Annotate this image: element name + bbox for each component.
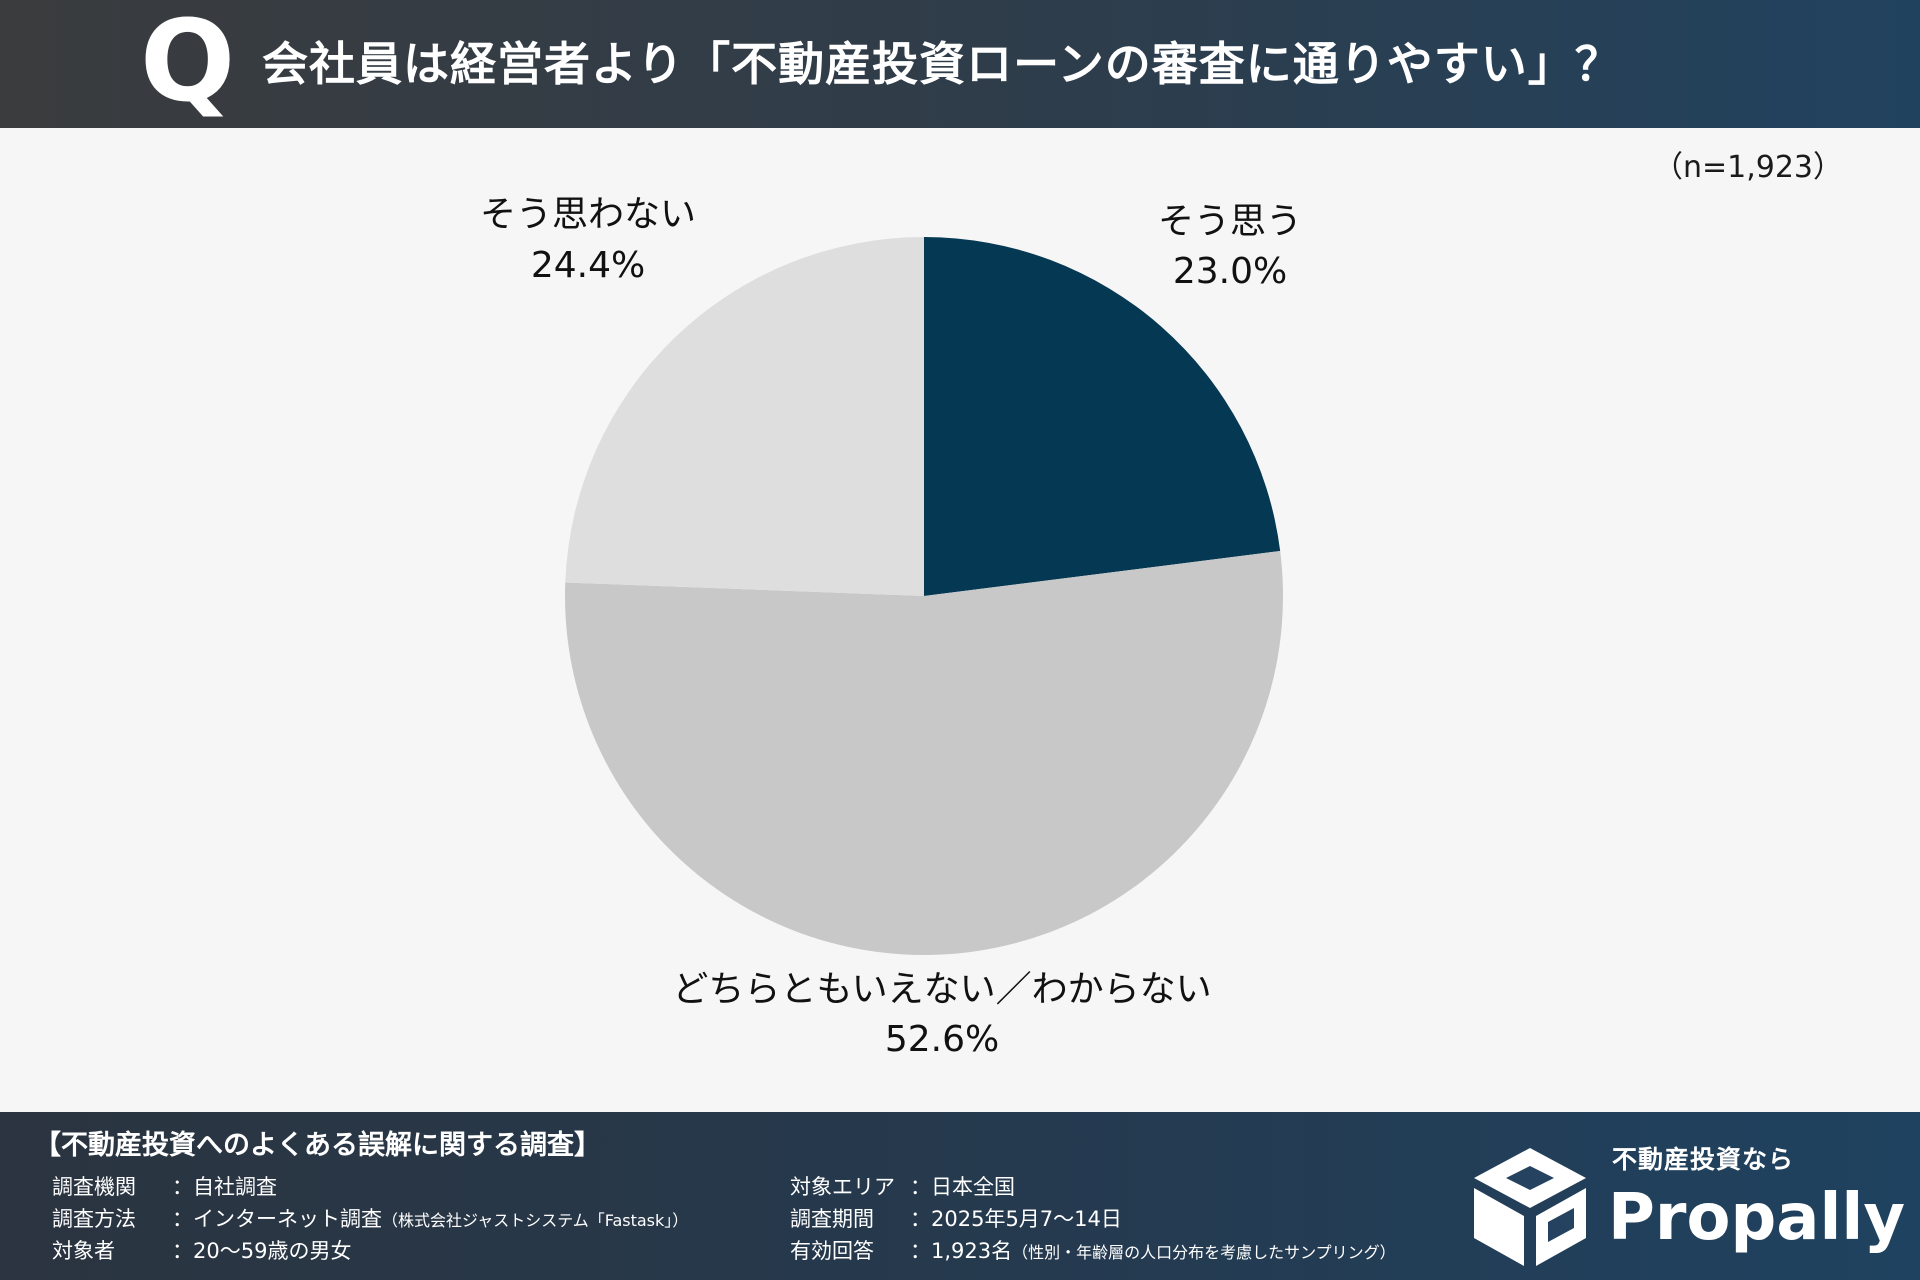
slice-value-label: 23.0% (1173, 251, 1287, 292)
logo-tagline: 不動産投資なら (1612, 1145, 1795, 1174)
footer-label: 調査期間 (790, 1207, 874, 1231)
slice-label: そう思う (1158, 201, 1302, 242)
footer-value: ：日本全国 (910, 1175, 1015, 1199)
footer-value: ：2025年5月7〜14日 (910, 1207, 1122, 1231)
footer-note: （株式会社ジャストシステム「Fastask」） (382, 1211, 689, 1230)
footer-value: ：1,923名 (910, 1239, 1013, 1263)
footer: 【不動産投資へのよくある誤解に関する調査】 調査機関 ：自社調査 調査方法 ：インタ… (0, 1112, 1920, 1280)
slice-label: どちらともいえない／わからない (672, 969, 1211, 1010)
pie-slice (564, 551, 1283, 955)
footer-label: 有効回答 (790, 1239, 874, 1263)
footer-row-period: 調査期間 ：2025年5月7〜14日 (790, 1204, 1122, 1236)
pie-chart: そう思う 23.0% どちらともいえない／わからない 52.6% そう思わない 24.4% (480, 194, 1302, 1060)
footer-row-responses: 有効回答 ：1,923名（性別・年齢層の人口分布を考慮したサンプリング） (790, 1236, 1396, 1268)
slice-label: そう思わない (480, 194, 696, 235)
footer-label: 対象エリア (790, 1175, 895, 1199)
footer-label: 調査機関 (52, 1175, 136, 1199)
header-bar: Q 会社員は経営者より「不動産投資ローンの審査に通りやすい」？ (0, 0, 1920, 128)
slice-value-label: 24.4% (531, 245, 645, 286)
sample-size: （n=1,923） (1652, 150, 1843, 185)
slice-value-label: 52.6% (885, 1019, 999, 1060)
footer-label: 対象者 (52, 1239, 115, 1263)
footer-value: ：20〜59歳の男女 (172, 1239, 352, 1263)
footer-row-method: 調査方法 ：インターネット調査（株式会社ジャストシステム「Fastask」） (52, 1204, 688, 1236)
pie-slice (565, 237, 924, 596)
survey-title: 【不動産投資へのよくある誤解に関する調査】 (34, 1130, 601, 1161)
page-title: 会社員は経営者より「不動産投資ローンの審査に通りやすい」？ (262, 37, 1622, 91)
footer-label: 調査方法 (52, 1207, 136, 1231)
pie-chart-area: そう思う 23.0% どちらともいえない／わからない 52.6% そう思わない 24.4% (0, 128, 1920, 1112)
propally-logo[interactable]: 不動産投資なら Propally (1470, 1138, 1905, 1278)
footer-row-organization: 調査機関 ：自社調査 (52, 1172, 277, 1204)
footer-row-target: 対象者 ：20〜59歳の男女 (52, 1236, 351, 1268)
footer-value: ：インターネット調査 (172, 1207, 382, 1231)
footer-row-area: 対象エリア ：日本全国 (790, 1172, 1015, 1204)
pie-slice (924, 237, 1281, 596)
footer-value: ：自社調査 (172, 1175, 277, 1199)
question-mark-q: Q (140, 0, 236, 127)
footer-note: （性別・年齢層の人口分布を考慮したサンプリング） (1012, 1243, 1396, 1262)
box-logo-icon (1474, 1148, 1586, 1266)
logo-name: Propally (1608, 1181, 1906, 1255)
